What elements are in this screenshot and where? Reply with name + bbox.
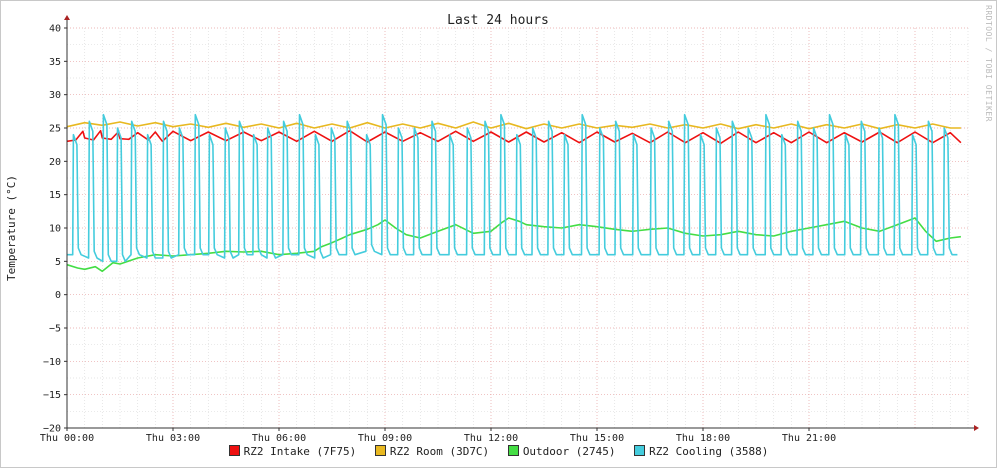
legend-item-intake: RZ2 Intake (7F75)	[228, 445, 357, 458]
grid-lines	[66, 27, 969, 429]
x-tick-label: Thu 18:00	[676, 433, 730, 444]
legend-item-cooling: RZ2 Cooling (3588)	[634, 445, 768, 458]
x-tick-label: Thu 12:00	[464, 433, 518, 444]
series-line-intake	[66, 129, 962, 145]
y-tick-label: 30	[49, 90, 61, 101]
x-tick-label: Thu 03:00	[146, 433, 200, 444]
y-tick-label: 10	[49, 224, 61, 235]
x-tick-label: Thu 06:00	[252, 433, 306, 444]
y-tick-label: 5	[55, 257, 61, 268]
y-tick-labels: 40 35 30 25 20 15 10 5 0 −5 −10 −15 −20	[43, 24, 61, 435]
y-tick-label: 40	[49, 24, 61, 35]
legend: RZ2 Intake (7F75) RZ2 Room (3D7C) Outdoo…	[0, 445, 997, 458]
y-tick-label: 35	[49, 57, 61, 68]
legend-label-outdoor: Outdoor (2745)	[522, 445, 616, 458]
series-line-room	[66, 121, 961, 130]
legend-item-room: RZ2 Room (3D7C)	[374, 445, 490, 458]
x-tick-label: Thu 00:00	[40, 433, 94, 444]
x-tick-label: Thu 21:00	[782, 433, 836, 444]
legend-swatch-intake	[228, 445, 240, 456]
series-line-cooling	[67, 113, 958, 263]
legend-swatch-cooling	[634, 445, 646, 456]
y-axis-arrow	[64, 15, 70, 20]
y-tick-label: −20	[43, 424, 61, 435]
legend-swatch-outdoor	[507, 445, 519, 456]
y-tick-label: 20	[49, 157, 61, 168]
legend-label-cooling: RZ2 Cooling (3588)	[649, 445, 769, 458]
x-tick-label: Thu 09:00	[358, 433, 412, 444]
x-tick-label: Thu 15:00	[570, 433, 624, 444]
legend-swatch-room	[374, 445, 386, 456]
series-lines	[66, 113, 962, 273]
y-tick-label: −5	[49, 324, 61, 335]
y-axis-label: Temperature (°C)	[5, 175, 18, 281]
x-tick-labels: Thu 00:00 Thu 03:00 Thu 06:00 Thu 09:00 Thu …	[40, 433, 836, 444]
y-tick-label: −15	[43, 390, 61, 401]
watermark: RRDTOOL / TOBI OETIKER	[984, 5, 993, 122]
y-tick-label: 15	[49, 190, 61, 201]
y-tick-label: −10	[43, 357, 61, 368]
axes	[64, 15, 979, 431]
legend-label-room: RZ2 Room (3D7C)	[389, 445, 490, 458]
chart-title: Last 24 hours	[447, 13, 549, 28]
legend-label-intake: RZ2 Intake (7F75)	[243, 445, 357, 458]
legend-item-outdoor: Outdoor (2745)	[507, 445, 616, 458]
y-tick-label: 0	[55, 290, 61, 301]
x-axis-arrow	[974, 425, 979, 431]
y-tick-label: 25	[49, 124, 61, 135]
